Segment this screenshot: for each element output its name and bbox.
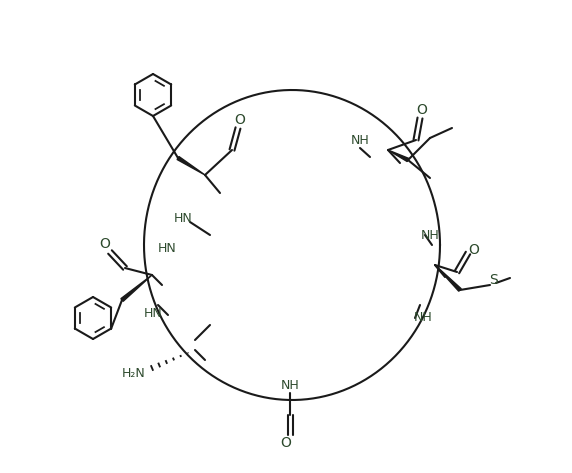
- Polygon shape: [121, 275, 152, 301]
- Text: HN: HN: [144, 307, 162, 319]
- Text: NH: NH: [281, 378, 299, 392]
- Text: H₂N: H₂N: [122, 367, 146, 379]
- Text: O: O: [235, 113, 245, 127]
- Text: NH: NH: [414, 310, 432, 324]
- Text: O: O: [468, 243, 479, 257]
- Text: S: S: [490, 273, 498, 287]
- Polygon shape: [435, 265, 461, 291]
- Text: NH: NH: [420, 228, 439, 242]
- Text: HN: HN: [174, 211, 192, 225]
- Text: O: O: [416, 103, 427, 117]
- Text: HN: HN: [158, 242, 176, 254]
- Text: NH: NH: [351, 133, 370, 147]
- Polygon shape: [177, 157, 205, 175]
- Text: O: O: [280, 436, 292, 450]
- Polygon shape: [388, 150, 409, 162]
- Text: O: O: [100, 237, 110, 251]
